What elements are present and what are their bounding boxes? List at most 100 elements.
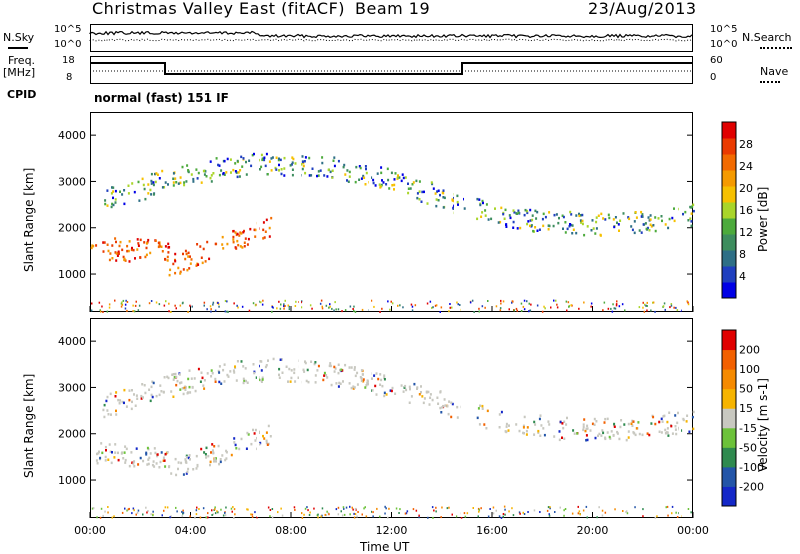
ground-cell (108, 306, 111, 309)
heat-cell (539, 434, 542, 437)
heat-cell (674, 428, 677, 431)
heat-cell (134, 404, 137, 407)
heat-cell (111, 257, 114, 260)
heat-cell (150, 193, 153, 196)
heat-cell (687, 219, 690, 222)
ground-cell (161, 514, 163, 517)
ground-cell (455, 515, 458, 518)
heat-cell (147, 183, 150, 186)
colorbar-1-tick-6: -100 (739, 461, 764, 474)
ground-cell (217, 301, 219, 304)
ground-cell (163, 304, 166, 307)
nsearch-legend-line (760, 47, 792, 49)
heat-cell (570, 213, 573, 216)
heat-cell (582, 428, 585, 432)
heat-cell (380, 166, 383, 169)
heat-cell (331, 176, 334, 179)
ground-cell (615, 304, 618, 307)
ground-cell (321, 305, 323, 308)
ground-cell (676, 516, 679, 518)
heat-cell (270, 157, 273, 160)
heat-cell (640, 231, 643, 234)
heat-cell (114, 443, 117, 446)
heat-cell (333, 164, 336, 168)
heat-cell (486, 409, 489, 413)
ground-cell (391, 302, 394, 305)
ground-cell (343, 513, 346, 516)
heat-cell (156, 454, 159, 458)
heat-cell (188, 385, 191, 389)
ground-cell (434, 304, 437, 307)
colorbar-1-swatch-0 (722, 486, 736, 507)
heat-cell (404, 384, 407, 388)
heat-cell (104, 459, 107, 462)
heat-cell (280, 172, 283, 176)
heat-cell (254, 228, 257, 232)
ground-cell (182, 511, 185, 514)
heat-cell (439, 193, 441, 197)
ground-cell (147, 510, 149, 512)
ground-cell (644, 303, 646, 306)
heat-cell (260, 369, 263, 372)
heat-cell (232, 235, 235, 239)
heat-cell (111, 451, 113, 454)
heat-cell (172, 373, 175, 376)
heat-cell (425, 390, 428, 393)
heat-cell (319, 169, 322, 172)
heat-cell (133, 465, 136, 468)
heat-cell (142, 396, 144, 399)
heat-cell (638, 432, 641, 436)
heat-cell (174, 259, 177, 263)
ground-cell (559, 506, 561, 509)
heat-cell (106, 409, 109, 412)
heat-cell (172, 177, 175, 180)
heat-cell (136, 238, 139, 241)
heat-cell (200, 181, 203, 184)
ground-cell (136, 511, 139, 514)
colorbar-0-swatch-7 (722, 170, 736, 187)
ground-cell (439, 311, 441, 313)
heat-cell (237, 171, 240, 174)
ground-cell (642, 508, 644, 511)
ground-cell (340, 510, 342, 513)
heat-cell (476, 197, 479, 201)
colorbar-0-swatch-5 (722, 202, 736, 219)
ground-cell (175, 307, 177, 310)
ground-cell (611, 310, 614, 313)
heat-cell (164, 258, 167, 261)
ground-cell (564, 508, 567, 510)
heat-cell (104, 445, 107, 449)
heat-cell (112, 186, 115, 189)
heat-cell (241, 165, 244, 168)
ground-cell (526, 300, 528, 303)
heat-cell (180, 461, 183, 465)
ground-cell (281, 514, 284, 517)
ground-cell (170, 515, 172, 518)
ground-cell (499, 307, 502, 310)
ground-cell (414, 304, 417, 307)
ground-cell (214, 506, 216, 509)
heat-cell (582, 423, 585, 426)
heat-cell (190, 377, 193, 380)
heat-cell (251, 153, 254, 157)
ground-cell (499, 309, 502, 312)
heat-cell (541, 217, 544, 221)
heat-cell (153, 447, 156, 450)
heat-cell (149, 251, 152, 255)
heat-cell (527, 220, 530, 223)
ground-cell (404, 512, 407, 515)
heat-cell (649, 223, 652, 226)
ground-cell (385, 507, 387, 510)
ground-cell (212, 513, 214, 516)
ground-cell (643, 310, 646, 313)
ground-cell (411, 305, 414, 308)
heat-cell (304, 360, 306, 363)
ground-cell (321, 307, 324, 310)
ground-cell (199, 516, 202, 519)
heat-cell (505, 225, 508, 228)
heat-cell (293, 371, 296, 375)
heat-cell (497, 221, 500, 224)
heat-cell (457, 203, 459, 206)
ground-cell (590, 302, 593, 305)
ground-cell (669, 306, 671, 309)
